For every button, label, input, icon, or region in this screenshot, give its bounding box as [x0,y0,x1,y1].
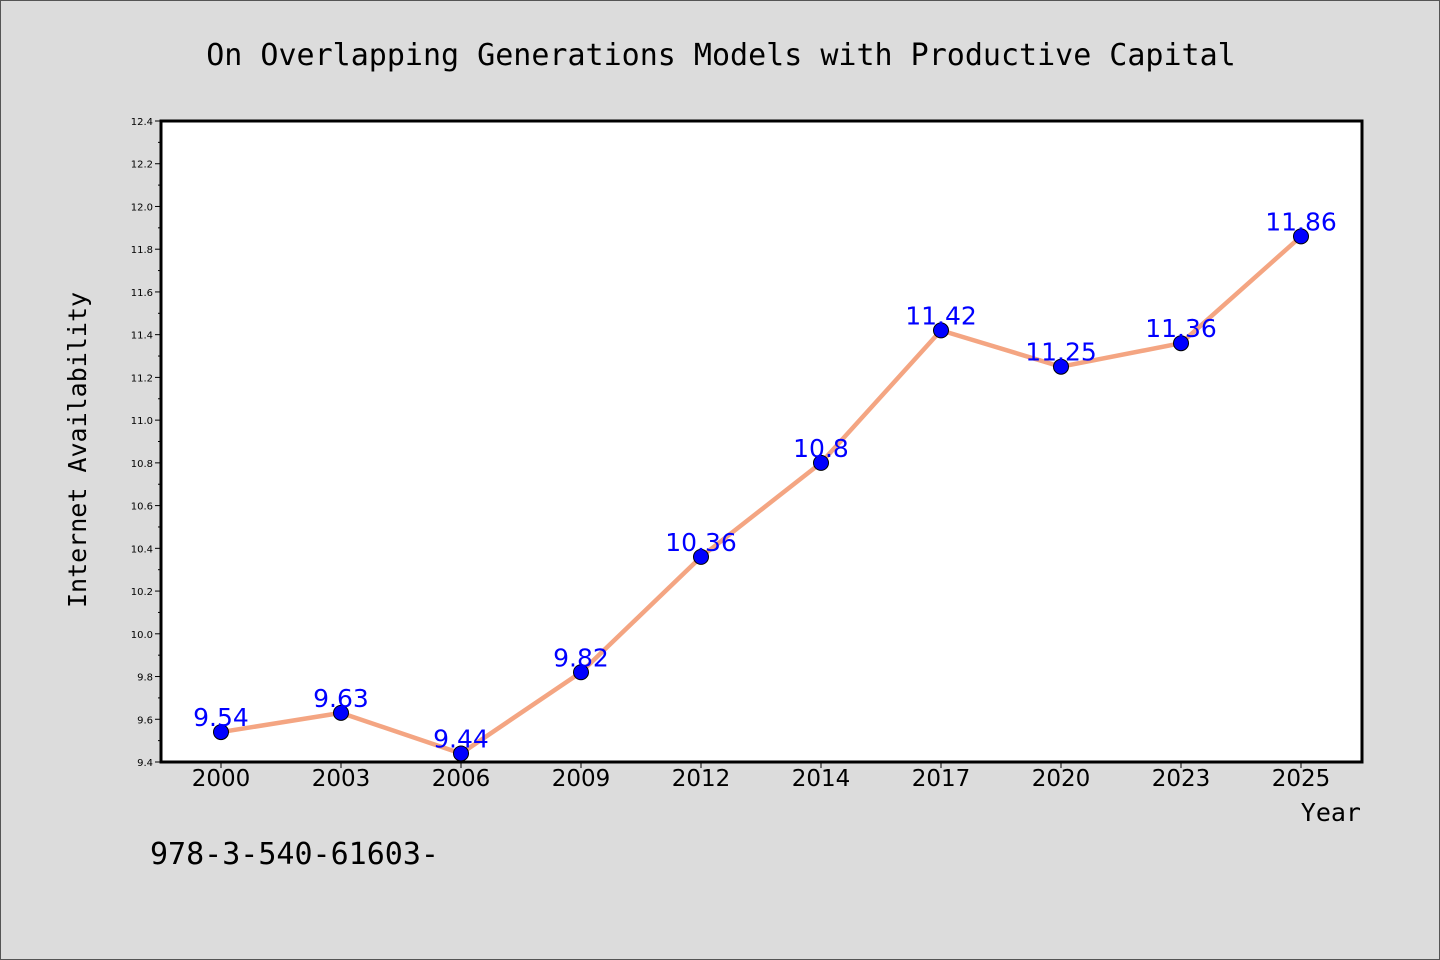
x-tick-label: 2023 [1152,766,1211,792]
y-tick-label: 11.2 [131,373,153,384]
data-label: 11.36 [1145,314,1217,343]
x-tick-label: 2012 [672,766,731,792]
footer-text: 978-3-540-61603- [150,837,439,872]
y-tick-label: 11.4 [131,331,153,342]
y-tick-label: 12.4 [131,117,153,128]
data-labels: 9.54 9.63 9.44 9.82 10.36 10.8 11.42 11.25 11.36… [193,207,1337,753]
series-polyline [220,234,1303,756]
data-label: 10.36 [665,528,737,557]
x-axis: 2000 2003 2006 2009 2012 2014 2017 2020 2023 2025 [192,762,1331,792]
x-axis-label: Year [1301,798,1361,827]
data-point [333,704,349,721]
chart-title: On Overlapping Generations Models with P… [206,38,1236,73]
series-markers [213,228,1309,762]
y-tick-label: 9.8 [137,673,153,684]
data-label: 11.42 [905,301,977,330]
data-label: 11.86 [1265,207,1337,236]
data-label: 11.25 [1025,338,1097,367]
data-point [1293,228,1309,245]
y-tick-label: 11.8 [131,245,153,256]
x-tick-label: 2003 [312,766,371,792]
x-tick-label: 2009 [552,766,611,792]
y-tick-label: 12.2 [131,160,153,171]
y-tick-label: 10.2 [131,587,153,598]
data-label: 9.54 [193,703,249,732]
y-tick-label: 12.0 [131,202,153,213]
data-point [933,322,949,339]
data-point [1173,335,1189,352]
data-label: 10.8 [793,434,849,463]
y-tick-label: 9.6 [137,715,153,726]
data-point [453,745,469,762]
plot-area [159,119,1364,764]
x-tick-label: 2025 [1272,766,1331,792]
x-tick-label: 2006 [432,766,491,792]
data-point [1053,358,1069,375]
y-tick-label: 11.0 [131,416,153,427]
data-point [693,548,709,565]
x-tick-label: 2000 [192,766,251,792]
x-tick-label: 2020 [1032,766,1091,792]
x-tick-label: 2014 [792,766,851,792]
y-axis-label: Internet Availability [63,292,92,608]
data-label: 9.63 [313,684,369,713]
y-tick-label: 10.6 [131,502,153,513]
y-tick-label: 9.4 [137,758,153,769]
y-tick-label: 11.6 [131,288,153,299]
data-label: 9.82 [553,643,609,672]
y-axis: 9.4 9.6 9.8 10.0 10.2 10.4 10.6 10.8 11.0 11.2 11.… [131,117,161,769]
data-point [213,724,229,741]
y-tick-label: 10.8 [131,459,153,470]
data-point [813,454,829,471]
y-tick-label: 10.0 [131,630,153,641]
y-tick-label: 10.4 [131,544,153,555]
series-line [220,234,1303,756]
data-label: 9.44 [433,724,489,753]
data-point [573,664,589,681]
x-tick-label: 2017 [912,766,971,792]
